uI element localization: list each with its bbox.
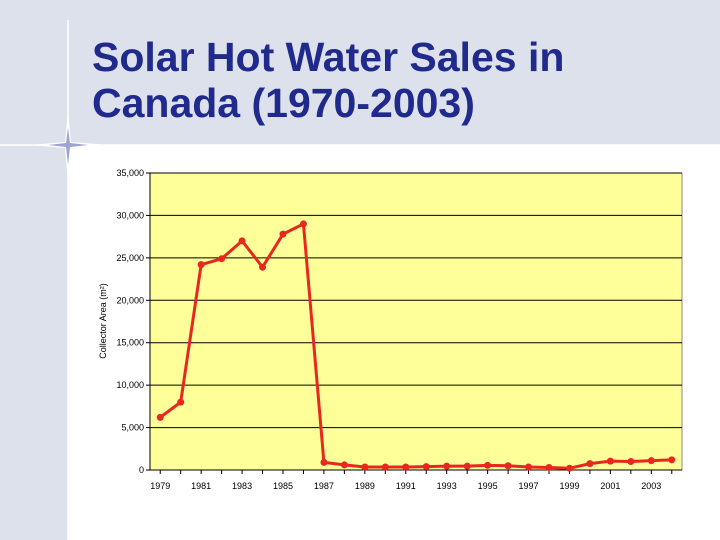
data-point xyxy=(586,460,594,468)
data-point xyxy=(340,461,348,469)
sparkle-icon xyxy=(30,110,110,185)
data-point xyxy=(668,456,676,464)
y-tick-label: 5,000 xyxy=(121,423,144,433)
data-point xyxy=(463,462,471,470)
data-point xyxy=(156,413,164,421)
y-tick-label: 30,000 xyxy=(116,210,144,220)
x-tick-label: 1985 xyxy=(273,481,293,491)
y-tick-label: 10,000 xyxy=(116,380,144,390)
data-point xyxy=(218,255,226,263)
y-tick-label: 20,000 xyxy=(116,295,144,305)
y-tick-label: 15,000 xyxy=(116,338,144,348)
data-point xyxy=(238,237,246,245)
data-point xyxy=(177,398,185,406)
x-tick-label: 1999 xyxy=(559,481,579,491)
plot-area xyxy=(149,172,683,471)
x-tick-label: 1979 xyxy=(150,481,170,491)
y-axis: 0 5,000 10,000 15,000 20,000 25,000 30,000 35,0… xyxy=(116,168,151,475)
x-tick-label: 1997 xyxy=(519,481,539,491)
x-tick-label: 1989 xyxy=(355,481,375,491)
data-point xyxy=(504,462,512,470)
data-point xyxy=(484,461,492,469)
data-point xyxy=(545,463,553,471)
data-point xyxy=(381,463,389,471)
data-point xyxy=(259,263,267,271)
y-tick-label: 0 xyxy=(139,465,144,475)
data-point xyxy=(361,463,369,471)
data-point xyxy=(627,458,635,466)
data-point xyxy=(647,457,655,465)
data-point xyxy=(279,230,287,238)
x-tick-label: 2001 xyxy=(600,481,620,491)
data-point xyxy=(525,463,533,471)
data-point xyxy=(606,457,614,465)
left-band xyxy=(0,145,68,540)
data-point xyxy=(402,463,410,471)
page-title: Solar Hot Water Sales in Canada (1970-20… xyxy=(92,34,565,126)
data-point xyxy=(320,458,328,466)
series-line-group xyxy=(156,220,676,472)
data-point xyxy=(299,220,307,228)
y-tick-label: 25,000 xyxy=(116,253,144,263)
sparkle-core-icon xyxy=(48,128,88,165)
data-point xyxy=(565,464,573,472)
data-point xyxy=(422,463,430,471)
x-tick-label: 1991 xyxy=(396,481,416,491)
y-tick-label: 35,000 xyxy=(116,168,144,178)
data-point xyxy=(443,462,451,470)
top-band xyxy=(0,0,720,145)
x-tick-label: 1987 xyxy=(314,481,334,491)
data-point xyxy=(197,261,205,269)
x-tick-label: 1983 xyxy=(232,481,252,491)
x-tick-label: 1993 xyxy=(437,481,457,491)
x-tick-label: 1981 xyxy=(191,481,211,491)
gridlines xyxy=(150,172,682,429)
y-axis-label: Collector Area (m²) xyxy=(98,283,108,359)
x-tick-label: 2003 xyxy=(641,481,661,491)
x-tick-label: 1995 xyxy=(478,481,498,491)
x-axis: 1979 1981 1983 1985 1987 1989 1991 1993 1995 1997… xyxy=(150,469,682,491)
